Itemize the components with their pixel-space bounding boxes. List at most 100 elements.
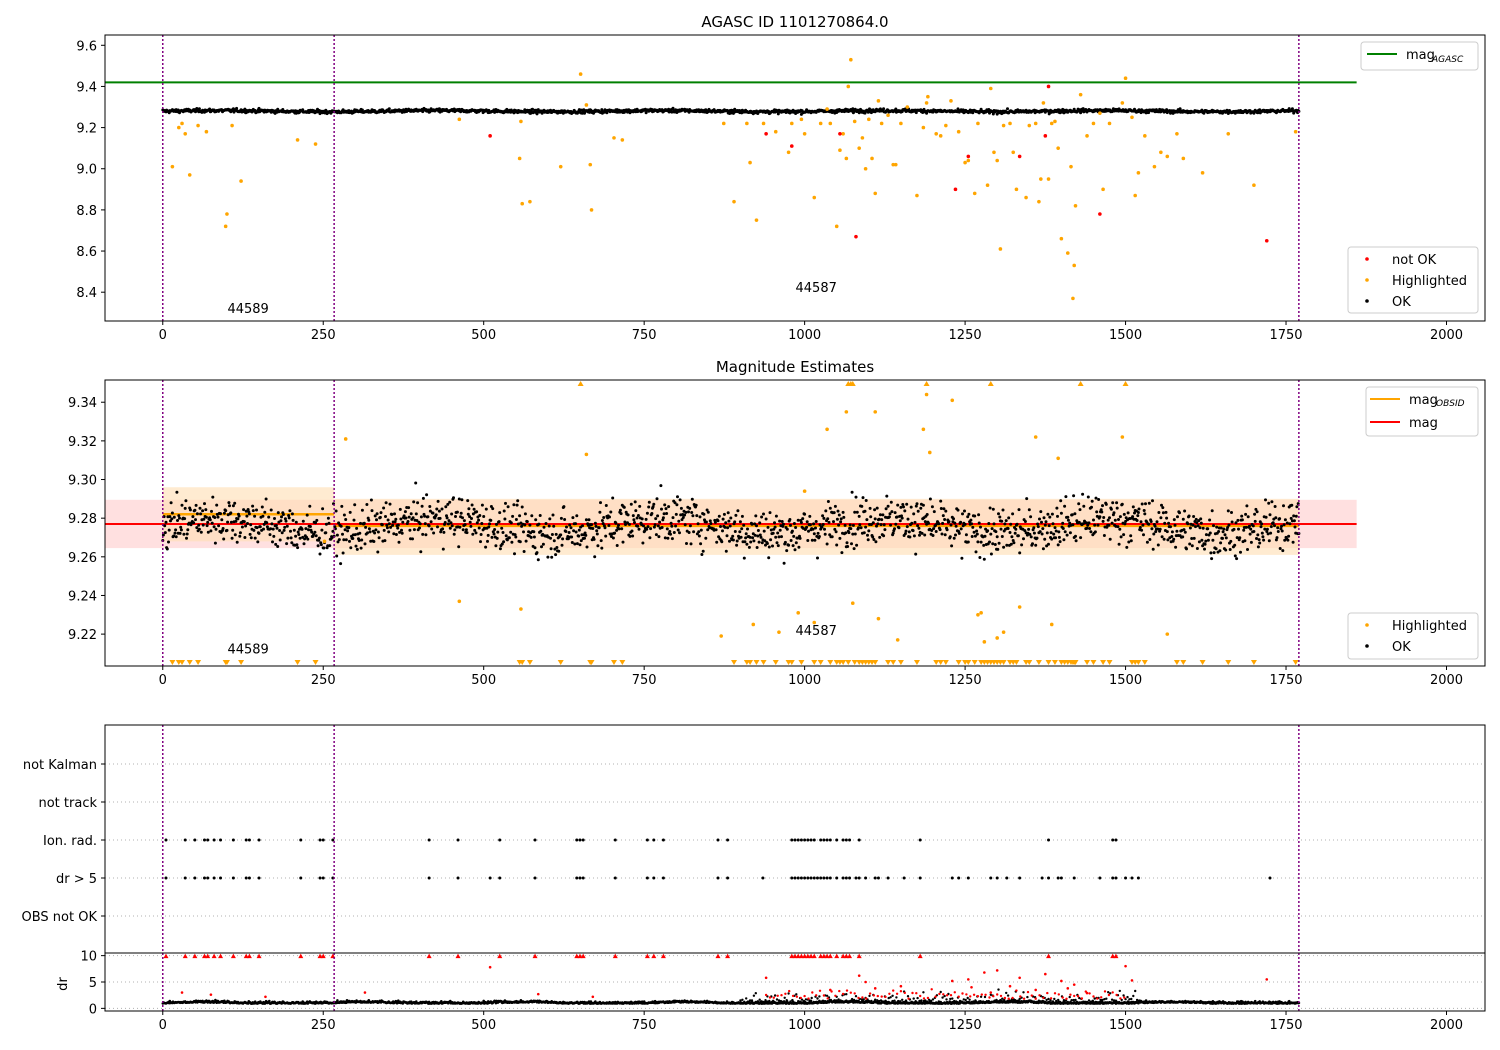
mag-ok-point xyxy=(1230,511,1233,514)
mag-ok-point xyxy=(855,510,859,514)
mag-ok-point xyxy=(773,525,777,529)
agasc-highlighted-point xyxy=(1136,171,1141,175)
legend-notok-label: not OK xyxy=(1392,253,1437,268)
mag-ok-point xyxy=(857,514,861,518)
dr5-point xyxy=(918,876,922,880)
mag-ok-point xyxy=(919,506,923,510)
agasc-highlighted-point xyxy=(924,101,929,105)
mag-ok-point xyxy=(1224,548,1228,552)
mag-ok-point xyxy=(808,523,812,527)
dr5-point xyxy=(815,876,819,880)
mag-ok-point xyxy=(789,523,792,527)
mag-ok-point xyxy=(372,540,376,543)
mag-ok-point xyxy=(731,534,735,538)
mag-highlighted-point xyxy=(322,539,327,544)
mag-ok-point xyxy=(370,509,374,513)
mag-ok-point xyxy=(960,556,964,560)
agasc-highlighted-point xyxy=(1091,121,1096,126)
mag-ok-point xyxy=(1059,511,1063,515)
mag-ok-point xyxy=(975,532,979,536)
mag-ok-point xyxy=(233,533,237,537)
mag-ok-point xyxy=(1252,530,1256,533)
mag-ok-point xyxy=(857,526,860,530)
mag-ok-point xyxy=(1227,523,1231,527)
agasc-highlighted-point xyxy=(196,123,200,128)
mag-ok-point xyxy=(871,521,875,525)
ion-rad-point xyxy=(206,838,210,842)
mag-ok-point xyxy=(388,502,392,506)
mag-ok-point xyxy=(169,501,173,505)
mag-ok-point xyxy=(874,540,878,544)
mag-ok-point xyxy=(269,508,273,512)
dr5-point xyxy=(828,876,832,880)
mag-ok-point xyxy=(362,521,366,525)
mag-ok-point xyxy=(271,527,275,531)
mag-ok-point xyxy=(251,504,255,508)
mag-ok-point xyxy=(1145,540,1149,544)
mag-ok-point xyxy=(289,529,292,533)
mag-ok-point xyxy=(570,535,574,539)
mag-ok-point xyxy=(1278,547,1282,550)
agasc-highlighted-point xyxy=(584,103,589,107)
mag-ok-point xyxy=(472,507,476,511)
mag-ok-point xyxy=(986,529,990,533)
mag-ok-point xyxy=(798,536,802,540)
mag-ok-point xyxy=(392,532,396,536)
ion-rad-point xyxy=(244,838,248,842)
mag-ok-point xyxy=(448,500,452,504)
mag-ok-point xyxy=(509,530,513,534)
mag-ok-point xyxy=(864,499,868,502)
agasc-highlighted-point xyxy=(1056,146,1060,150)
mag-ok-point xyxy=(203,502,206,506)
agasc-highlighted-point xyxy=(938,134,943,138)
mag-ok-point xyxy=(515,503,519,507)
mag-ok-point xyxy=(228,504,231,508)
mag-ok-point xyxy=(954,533,957,537)
mag-ok-point xyxy=(836,509,840,513)
mag-ok-point xyxy=(664,507,668,511)
mag-ok-point xyxy=(923,533,927,537)
mag-ok-point xyxy=(1027,508,1031,512)
agasc-highlighted-point xyxy=(1039,177,1043,181)
mag-ok-point xyxy=(550,555,554,559)
mag-ok-point xyxy=(834,530,838,534)
mag-ok-point xyxy=(959,520,963,524)
mag-ok-point xyxy=(424,533,428,537)
mag-ok-point xyxy=(744,532,748,536)
mag-ok-point xyxy=(401,520,405,524)
dr5-point xyxy=(578,876,582,880)
mag-ok-point xyxy=(891,531,895,535)
agasc-highlighted-point xyxy=(825,107,829,111)
mag-ok-point xyxy=(593,521,597,525)
mag-ok-point xyxy=(393,512,396,516)
mag-ok-point xyxy=(814,520,818,523)
mag-ok-point xyxy=(816,531,820,535)
agasc-ok-point xyxy=(360,108,364,112)
mag-ok-point xyxy=(1246,515,1250,519)
mag-ok-point xyxy=(913,520,917,524)
dr5-point xyxy=(854,876,858,880)
mag-ok-point xyxy=(669,532,672,536)
mag-ok-point xyxy=(195,512,199,516)
agasc-ytick-label: 9.0 xyxy=(76,163,97,178)
agasc-xtick-label: 250 xyxy=(311,328,336,343)
agasc-ok-point xyxy=(505,107,509,111)
mag-ok-point xyxy=(420,504,424,508)
mag-ok-point xyxy=(231,528,235,532)
agasc-notok-point xyxy=(966,154,971,159)
mag-ok-point xyxy=(1191,523,1195,527)
mag-ok-point xyxy=(745,542,749,546)
mag-ok-point xyxy=(291,518,295,522)
mag-ok-point xyxy=(183,506,187,510)
mag-ok-point xyxy=(376,550,380,554)
mag-ok-point xyxy=(930,505,934,509)
mag-ok-point xyxy=(1079,536,1083,540)
mag-ok-point xyxy=(941,521,945,525)
mag-ok-point xyxy=(285,542,289,546)
agasc-highlighted-point xyxy=(183,131,188,136)
agasc-highlighted-point xyxy=(1024,195,1028,200)
mag-ok-point xyxy=(490,535,494,539)
agasc-highlighted-point xyxy=(966,158,971,163)
mag-ok-point xyxy=(721,529,724,533)
mag-ok-point xyxy=(184,499,188,503)
